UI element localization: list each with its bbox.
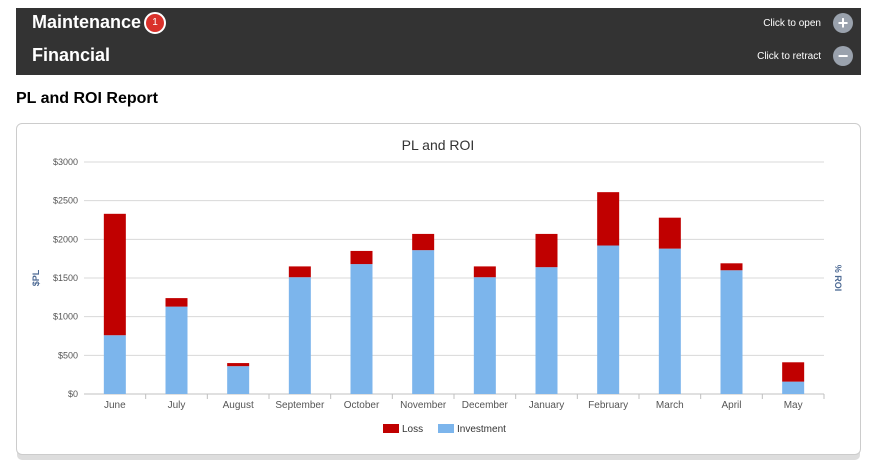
maintenance-title: Maintenance bbox=[32, 12, 142, 32]
y-tick-label: $3000 bbox=[53, 157, 78, 167]
bar-loss-january bbox=[535, 233, 558, 268]
y-tick-label: $2000 bbox=[53, 234, 78, 244]
bar-investment-may bbox=[782, 381, 805, 394]
bar-loss-march bbox=[658, 217, 681, 249]
y-tick-label: $500 bbox=[58, 350, 78, 360]
legend-label-loss: Loss bbox=[402, 424, 423, 435]
y-tick-label: $0 bbox=[68, 389, 78, 399]
bar-investment-april bbox=[720, 270, 743, 394]
bar-investment-february bbox=[597, 245, 620, 394]
legend-swatch-loss bbox=[383, 424, 399, 433]
bar-investment-july bbox=[165, 306, 188, 394]
bar-loss-december bbox=[473, 266, 496, 278]
x-tick-label: January bbox=[529, 400, 565, 411]
x-tick-label: November bbox=[400, 400, 447, 411]
x-tick-label: March bbox=[656, 400, 684, 411]
bar-investment-august bbox=[227, 366, 250, 394]
x-tick-label: December bbox=[462, 400, 509, 411]
bar-investment-september bbox=[288, 277, 311, 394]
bar-investment-june bbox=[103, 335, 126, 394]
bar-investment-october bbox=[350, 264, 373, 394]
chart-title: PL and ROI bbox=[402, 137, 475, 153]
x-tick-label: August bbox=[223, 400, 254, 411]
financial-title: Financial bbox=[32, 45, 111, 65]
x-tick-label: September bbox=[275, 400, 325, 411]
bar-investment-november bbox=[412, 250, 435, 394]
x-tick-label: July bbox=[168, 400, 186, 411]
minus-icon[interactable]: − bbox=[833, 46, 853, 66]
y-tick-label: $2500 bbox=[53, 196, 78, 206]
bar-loss-july bbox=[165, 298, 188, 307]
notification-badge: 1 bbox=[144, 12, 166, 34]
retract-label[interactable]: Click to retract bbox=[757, 51, 821, 62]
x-tick-label: April bbox=[721, 400, 741, 411]
financial-row[interactable]: Financial Click to retract − bbox=[16, 41, 861, 74]
chart-card: PL and ROI $0 $500 $1000 $1500 $2000 $2500 $300… bbox=[16, 123, 861, 455]
accordion-bar: Maintenance 1 Click to open + Financial … bbox=[16, 8, 861, 75]
y2-axis-label: % ROI bbox=[833, 265, 843, 292]
x-tick-label: October bbox=[344, 400, 380, 411]
bar-loss-october bbox=[350, 250, 373, 265]
y-tick-label: $1000 bbox=[53, 312, 78, 322]
legend-swatch-investment bbox=[438, 424, 454, 433]
bar-loss-june bbox=[103, 213, 126, 336]
bar-loss-may bbox=[782, 362, 805, 382]
bar-loss-september bbox=[288, 266, 311, 278]
y-tick-label: $1500 bbox=[53, 273, 78, 283]
bar-loss-november bbox=[412, 233, 435, 251]
open-label[interactable]: Click to open bbox=[763, 18, 821, 29]
x-tick-label: June bbox=[104, 400, 126, 411]
plus-icon[interactable]: + bbox=[833, 13, 853, 33]
page-title: PL and ROI Report bbox=[16, 90, 158, 107]
maintenance-row[interactable]: Maintenance 1 Click to open + bbox=[16, 8, 861, 41]
bar-loss-april bbox=[720, 263, 743, 271]
x-tick-label: May bbox=[784, 400, 803, 411]
bar-investment-december bbox=[473, 277, 496, 394]
legend-label-investment: Investment bbox=[457, 424, 506, 435]
bar-investment-march bbox=[658, 248, 681, 394]
bar-loss-august bbox=[227, 363, 250, 367]
y-axis-label: $PL bbox=[31, 269, 41, 286]
bar-loss-february bbox=[597, 192, 620, 246]
x-tick-label: February bbox=[588, 400, 628, 411]
bar-investment-january bbox=[535, 267, 558, 394]
pl-roi-chart: PL and ROI $0 $500 $1000 $1500 $2000 $2500 $300… bbox=[31, 137, 843, 435]
